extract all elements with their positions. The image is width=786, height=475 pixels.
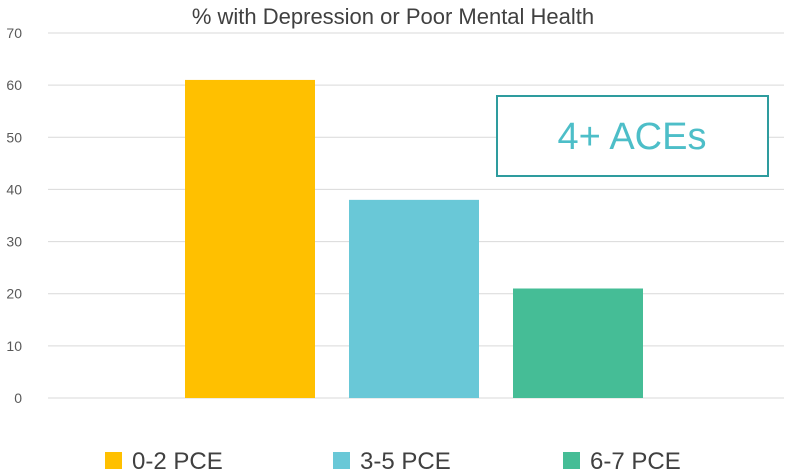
y-tick-label: 30 bbox=[6, 234, 22, 250]
chart-title: % with Depression or Poor Mental Health bbox=[192, 4, 594, 29]
legend-swatch bbox=[333, 452, 350, 469]
y-axis: 0 10 20 30 40 50 60 70 bbox=[6, 25, 22, 406]
y-tick-label: 60 bbox=[6, 77, 22, 93]
bar-3-5-pce bbox=[349, 199, 479, 398]
annotation-border bbox=[496, 95, 769, 177]
bar-6-7-pce bbox=[513, 288, 643, 398]
legend: 0-2 PCE 3-5 PCE 6-7 PCE bbox=[105, 448, 681, 475]
y-tick-label: 70 bbox=[6, 25, 22, 41]
legend-label: 6-7 PCE bbox=[590, 448, 681, 475]
legend-label: 3-5 PCE bbox=[360, 448, 451, 475]
y-tick-label: 50 bbox=[6, 129, 22, 145]
bar-0-2-pce bbox=[185, 79, 315, 398]
annotation-text: 4+ ACEs bbox=[558, 116, 707, 158]
legend-swatch bbox=[563, 452, 580, 469]
y-tick-label: 0 bbox=[14, 390, 22, 406]
bars bbox=[185, 79, 643, 398]
legend-label: 0-2 PCE bbox=[132, 448, 223, 475]
legend-swatch bbox=[105, 452, 122, 469]
y-tick-label: 10 bbox=[6, 338, 22, 354]
y-tick-label: 20 bbox=[6, 286, 22, 302]
annotation-box: 4+ ACEs bbox=[496, 95, 769, 177]
y-tick-label: 40 bbox=[6, 181, 22, 197]
